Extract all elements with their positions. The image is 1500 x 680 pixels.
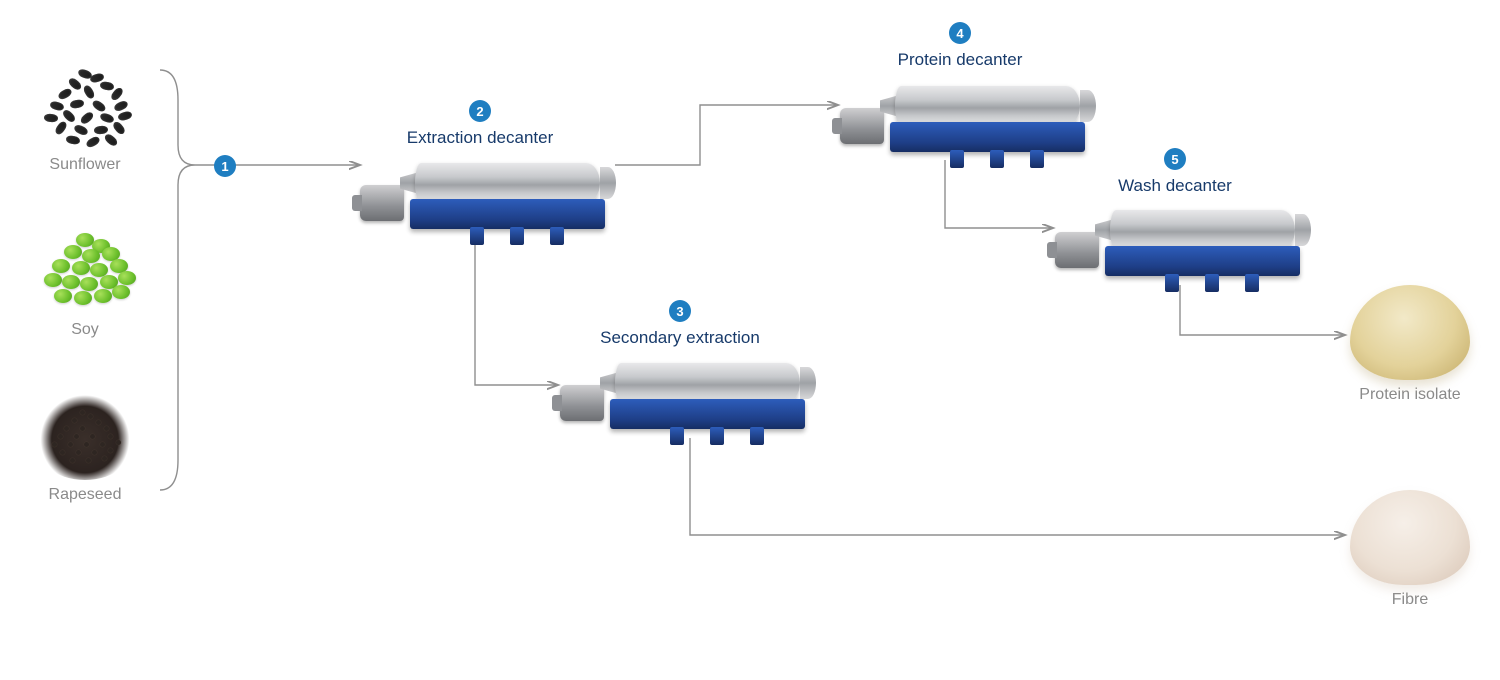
stage-badge-1: 1: [214, 155, 236, 177]
output-label-protein: Protein isolate: [1359, 386, 1460, 404]
stage-badge-2: 2: [469, 100, 491, 122]
edge-extraction-to-protein: [615, 105, 838, 165]
stage-3-label: Secondary extraction: [600, 328, 760, 348]
stage-badge-3: 3: [669, 300, 691, 322]
output-fibre: Fibre: [1350, 490, 1470, 609]
rapeseed-icon: [30, 390, 140, 480]
stage-badge-4: 4: [949, 22, 971, 44]
input-sunflower: Sunflower: [30, 60, 140, 174]
edge-protein-to-wash: [945, 160, 1053, 228]
decanter-secondary-icon: [560, 355, 810, 445]
edge-wash-to-isolate: [1180, 285, 1345, 335]
stage-3-header: 3 Secondary extraction: [600, 300, 760, 348]
decanter-extraction-icon: [360, 155, 610, 245]
input-label-rapeseed: Rapeseed: [49, 486, 122, 504]
stage-4-header: 4 Protein decanter: [895, 22, 1025, 70]
soy-beans-icon: [30, 225, 140, 315]
input-rapeseed: Rapeseed: [30, 390, 140, 504]
decanter-protein-icon: [840, 78, 1090, 168]
input-label-soy: Soy: [71, 321, 99, 339]
stage-4-label: Protein decanter: [898, 50, 1023, 70]
input-label-sunflower: Sunflower: [49, 156, 120, 174]
decanter-wash-icon: [1055, 202, 1305, 292]
stage-badge-5: 5: [1164, 148, 1186, 170]
edge-extraction-to-secondary: [475, 238, 558, 385]
input-soy: Soy: [30, 225, 140, 339]
stage-2-header: 2 Extraction decanter: [420, 100, 540, 148]
sunflower-seeds-icon: [30, 60, 140, 150]
output-protein-isolate: Protein isolate: [1350, 285, 1470, 404]
input-brace: [160, 70, 195, 490]
stage-2-label: Extraction decanter: [407, 128, 553, 148]
edge-secondary-to-fibre: [690, 438, 1345, 535]
stage-badge-1-num: 1: [221, 159, 228, 174]
output-label-fibre: Fibre: [1392, 591, 1428, 609]
stage-5-label: Wash decanter: [1118, 176, 1232, 196]
fibre-powder-icon: [1350, 490, 1470, 585]
protein-powder-icon: [1350, 285, 1470, 380]
stage-5-header: 5 Wash decanter: [1115, 148, 1235, 196]
